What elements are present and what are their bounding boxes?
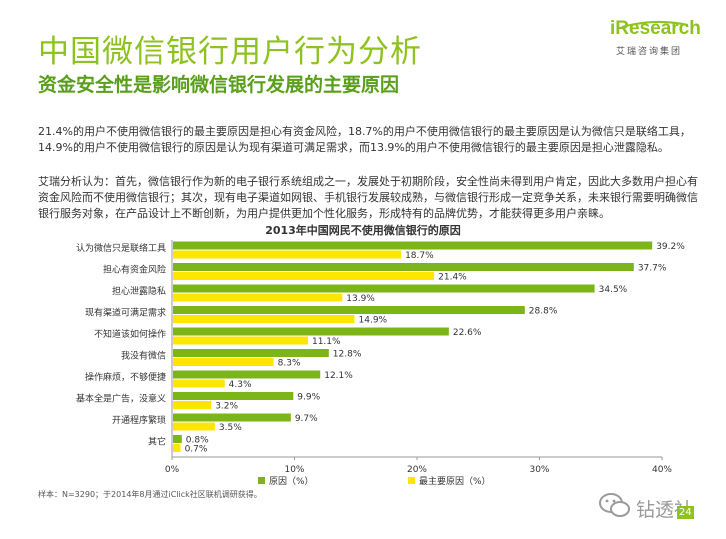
bar-reason <box>173 435 182 443</box>
legend-label: 最主要原因（%） <box>419 475 491 487</box>
bar-main-reason <box>173 315 355 323</box>
bar-reason <box>173 349 329 357</box>
bar-main-reason-label: 11.1% <box>312 337 341 347</box>
category-label: 担心泄露隐私 <box>112 285 166 297</box>
bar-reason <box>173 370 321 379</box>
logo-arc-icon <box>621 20 689 28</box>
bar-reason-label: 28.8% <box>529 307 558 317</box>
bar-main-reason-label: 18.7% <box>405 251 434 261</box>
bar-reason <box>173 241 653 250</box>
page-subtitle: 资金安全性是影响微信银行发展的主要原因 <box>38 74 400 96</box>
x-tick-label: 0% <box>165 465 180 475</box>
category-label: 认为微信只是联络工具 <box>76 242 166 254</box>
legend-swatch <box>258 477 265 484</box>
bar-main-reason <box>173 293 343 302</box>
bar-main-reason-label: 21.4% <box>438 273 467 283</box>
bar-reason-label: 9.9% <box>297 393 320 403</box>
source-note: 样本：N=3290；于2014年8月通过iClick社区联机调研获得。 <box>38 490 262 499</box>
bar-main-reason-label: 3.2% <box>215 402 238 412</box>
summary-paragraph: 21.4%的用户不使用微信银行的最主要原因是担心有资金风险，18.7%的用户不使… <box>38 125 691 154</box>
bar-reason-label: 39.2% <box>656 242 685 252</box>
category-label: 担心有资金风险 <box>103 264 166 276</box>
bar-main-reason-label: 3.5% <box>219 423 242 433</box>
bar-reason-label: 22.6% <box>453 328 482 338</box>
bar-main-reason-label: 4.3% <box>229 380 252 390</box>
page-title: 中国微信银行用户行为分析 <box>38 34 422 70</box>
bar-main-reason <box>173 336 308 345</box>
logo-subtitle: 艾瑞咨询集团 <box>616 47 683 57</box>
bar-reason <box>173 413 291 422</box>
category-label: 基本全是广告，没意义 <box>76 393 166 405</box>
bar-reason <box>173 327 449 336</box>
bar-main-reason <box>173 444 181 452</box>
category-label: 其它 <box>148 436 166 448</box>
bar-main-reason <box>173 401 212 409</box>
page-number: 24 <box>677 506 694 519</box>
x-tick-label: 20% <box>407 465 427 475</box>
watermark: 钻透社 <box>598 492 716 522</box>
bar-reason-label: 12.1% <box>324 371 353 381</box>
bar-main-reason <box>173 422 215 431</box>
bar-main-reason-label: 14.9% <box>359 316 388 326</box>
bar-reason-label: 37.7% <box>638 264 667 274</box>
category-label: 开通程序繁琐 <box>112 414 166 426</box>
category-label: 我没有微信 <box>121 350 166 362</box>
bar-main-reason-label: 8.3% <box>278 359 301 369</box>
bar-main-reason-label: 0.7% <box>185 445 208 455</box>
x-tick-label: 10% <box>284 465 304 475</box>
wechat-icon <box>599 493 630 517</box>
bar-main-reason-label: 13.9% <box>346 294 375 304</box>
bar-main-reason <box>173 379 225 388</box>
analysis-paragraph: 艾瑞分析认为：首先，微信银行作为新的电子银行系统组成之一，发展处于初期阶段，安全… <box>38 175 698 220</box>
bar-reason-label: 0.8% <box>186 436 209 446</box>
bar-reason <box>173 263 634 271</box>
iresearch-logo: iResearch 艾瑞咨询集团 <box>610 16 701 60</box>
bar-reason <box>173 306 525 314</box>
legend-swatch <box>408 477 415 484</box>
category-label: 操作麻烦，不够便捷 <box>85 371 166 383</box>
bar-reason <box>173 392 294 400</box>
chart-title: 2013年中国网民不使用微信银行的原因 <box>265 224 461 237</box>
bar-reason-label: 12.8% <box>333 350 362 360</box>
bar-main-reason <box>173 358 274 366</box>
x-tick-label: 40% <box>652 465 672 475</box>
category-label: 现有渠道可满足需求 <box>85 307 166 319</box>
bar-reason-label: 9.7% <box>295 414 318 424</box>
category-label: 不知道该如何操作 <box>94 328 166 340</box>
x-tick-label: 30% <box>529 465 549 475</box>
legend-label: 原因（%） <box>269 476 314 487</box>
bar-main-reason <box>173 250 402 259</box>
bar-reason <box>173 284 595 293</box>
logo-word: iResearch <box>610 18 701 39</box>
bar-reason-label: 34.5% <box>599 285 628 295</box>
bar-main-reason <box>173 272 435 280</box>
